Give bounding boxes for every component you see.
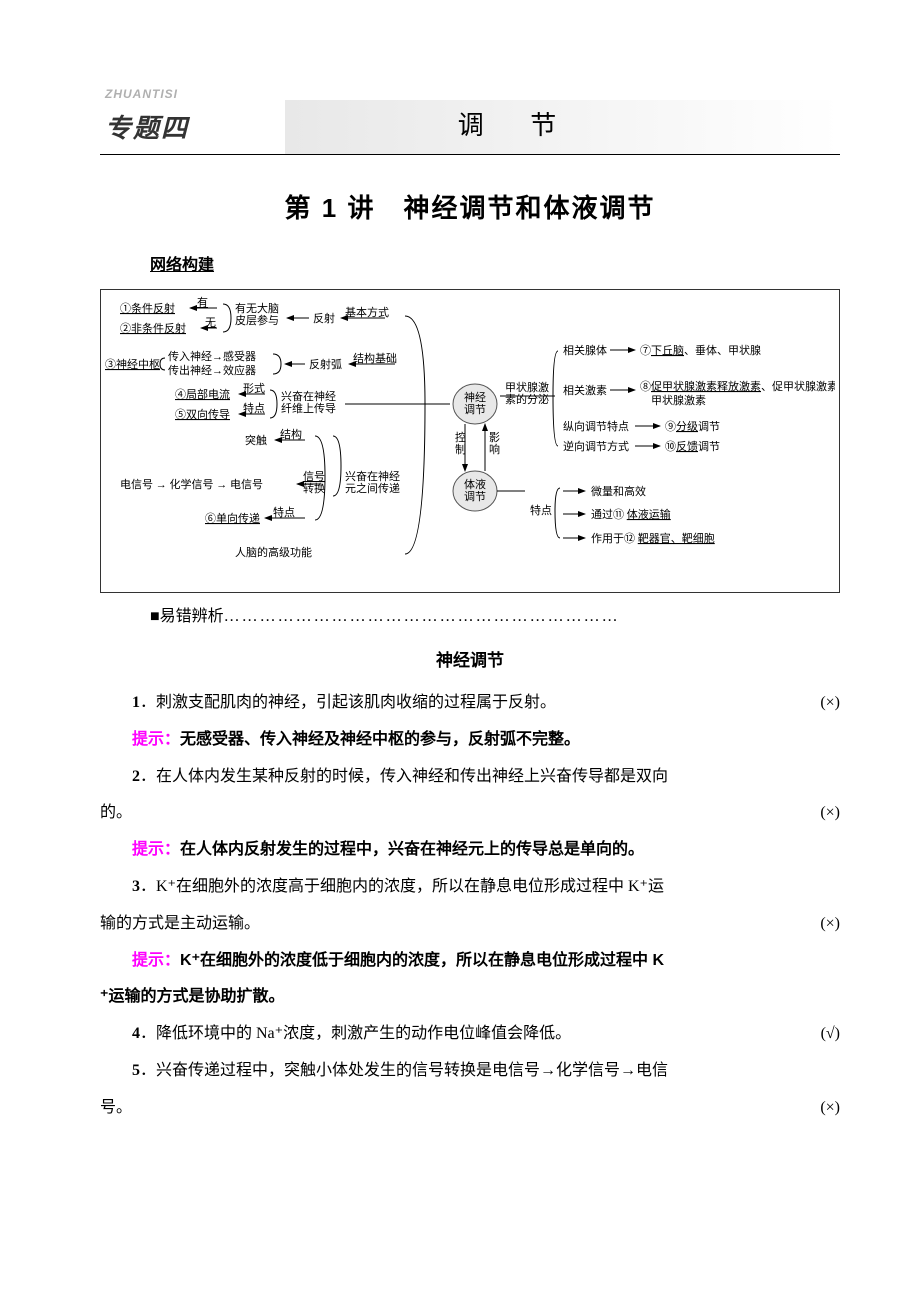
svg-text:特点: 特点 bbox=[243, 401, 265, 415]
svg-text:⑤双向传导: ⑤双向传导 bbox=[175, 407, 230, 421]
svg-text:人脑的高级功能: 人脑的高级功能 bbox=[235, 545, 312, 559]
svg-text:⑩反馈调节: ⑩反馈调节 bbox=[665, 440, 720, 453]
svg-text:影响: 影响 bbox=[489, 431, 500, 456]
error-label: ■易错辨析 bbox=[150, 608, 224, 625]
error-analysis-header: ■易错辨析………………………………………………………… bbox=[150, 603, 840, 632]
svg-text:⑥单向传递: ⑥单向传递 bbox=[205, 511, 260, 525]
svg-text:电信号 → 化学信号 → 电信号: 电信号 → 化学信号 → 电信号 bbox=[120, 477, 263, 491]
question-line: 1．刺激支配肌肉的神经，引起该肌肉收缩的过程属于反射。(×) bbox=[100, 689, 840, 718]
svg-text:相关激素: 相关激素 bbox=[563, 383, 607, 397]
question-cont: 的。(×) bbox=[100, 799, 840, 828]
svg-text:③神经中枢: ③神经中枢 bbox=[105, 357, 160, 371]
question-line: 5．兴奋传递过程中，突触小体处发生的信号转换是电信号→化学信号→电信 bbox=[100, 1057, 840, 1086]
pinyin: ZHUANTISI bbox=[105, 84, 189, 106]
svg-text:神经调节: 神经调节 bbox=[464, 390, 486, 416]
svg-text:特点: 特点 bbox=[273, 505, 295, 519]
svg-text:传出神经→效应器: 传出神经→效应器 bbox=[168, 363, 256, 377]
main-title: 第 1 讲 神经调节和体液调节 bbox=[100, 185, 840, 232]
svg-text:控制: 控制 bbox=[455, 430, 466, 456]
svg-text:有无大脑皮层参与: 有无大脑皮层参与 bbox=[235, 301, 279, 327]
svg-text:形式: 形式 bbox=[243, 382, 265, 395]
svg-text:相关腺体: 相关腺体 bbox=[563, 343, 607, 357]
svg-text:结构基础: 结构基础 bbox=[353, 351, 397, 365]
dots: ………………………………………………………… bbox=[224, 608, 620, 625]
topic-badge: ZHUANTISI 专题四 bbox=[100, 84, 194, 154]
svg-text:信号转换: 信号转换 bbox=[303, 470, 325, 495]
svg-text:②非条件反射: ②非条件反射 bbox=[120, 321, 186, 335]
svg-text:⑦下丘脑、垂体、甲状腺: ⑦下丘脑、垂体、甲状腺 bbox=[640, 343, 761, 357]
svg-text:无: 无 bbox=[205, 317, 216, 329]
svg-text:结构: 结构 bbox=[280, 427, 302, 441]
svg-text:反射弧: 反射弧 bbox=[309, 357, 342, 371]
svg-text:④局部电流: ④局部电流 bbox=[175, 387, 230, 401]
svg-text:有: 有 bbox=[197, 296, 208, 309]
svg-text:兴奋在神经纤维上传导: 兴奋在神经纤维上传导 bbox=[281, 389, 336, 415]
svg-text:作用于⑫ 靶器官、靶细胞: 作用于⑫ 靶器官、靶细胞 bbox=[591, 531, 715, 545]
diagram-svg: .t{font-size:11px;font-family:SimSun,ser… bbox=[105, 296, 835, 586]
question-line: 3．K⁺在细胞外的浓度高于细胞内的浓度，所以在静息电位形成过程中 K⁺运 bbox=[100, 873, 840, 902]
svg-text:①条件反射: ①条件反射 bbox=[120, 301, 175, 315]
hint-line: 提示：无感受器、传入神经及神经中枢的参与，反射弧不完整。 bbox=[100, 726, 840, 755]
hint-cont: ⁺运输的方式是协助扩散。 bbox=[100, 983, 840, 1012]
hint-line: 提示：K⁺在细胞外的浓度低于细胞内的浓度，所以在静息电位形成过程中 K bbox=[100, 947, 840, 976]
svg-text:⑧促甲状腺激素释放激素、促甲状腺激素、 甲状腺激素: ⑧促甲状腺激素释放激素、促甲状腺激素、 甲状腺激素 bbox=[640, 379, 835, 407]
question-cont: 号。(×) bbox=[100, 1094, 840, 1123]
concept-diagram: .t{font-size:11px;font-family:SimSun,ser… bbox=[100, 289, 840, 593]
topic-title: 调 节 bbox=[194, 103, 840, 154]
svg-text:通过⑪ 体液运输: 通过⑪ 体液运输 bbox=[591, 507, 671, 521]
svg-text:体液调节: 体液调节 bbox=[464, 477, 486, 503]
section-network-label: 网络构建 bbox=[150, 252, 840, 281]
topic-label: 专题四 bbox=[105, 105, 189, 152]
sub-title: 神经调节 bbox=[100, 646, 840, 677]
svg-text:传入神经→感受器: 传入神经→感受器 bbox=[168, 349, 256, 363]
page: ZHUANTISI 专题四 调 节 第 1 讲 神经调节和体液调节 网络构建 .… bbox=[0, 0, 920, 1191]
svg-text:兴奋在神经元之间传递: 兴奋在神经元之间传递 bbox=[345, 469, 400, 495]
svg-text:基本方式: 基本方式 bbox=[345, 305, 389, 319]
svg-text:突触: 突触 bbox=[245, 433, 267, 447]
svg-text:反射: 反射 bbox=[313, 311, 335, 325]
question-cont: 输的方式是主动运输。(×) bbox=[100, 910, 840, 939]
svg-text:特点: 特点 bbox=[530, 503, 552, 517]
topic-header: ZHUANTISI 专题四 调 节 bbox=[100, 100, 840, 155]
svg-text:微量和高效: 微量和高效 bbox=[591, 484, 646, 498]
qa-block: 1．刺激支配肌肉的神经，引起该肌肉收缩的过程属于反射。(×) 提示：无感受器、传入… bbox=[100, 689, 840, 1123]
svg-text:逆向调节方式: 逆向调节方式 bbox=[563, 439, 629, 453]
question-line: 4．降低环境中的 Na⁺浓度，刺激产生的动作电位峰值会降低。(√) bbox=[100, 1020, 840, 1049]
hint-line: 提示：在人体内反射发生的过程中，兴奋在神经元上的传导总是单向的。 bbox=[100, 836, 840, 865]
question-line: 2．在人体内发生某种反射的时候，传入神经和传出神经上兴奋传导都是双向 bbox=[100, 763, 840, 792]
svg-text:⑨分级调节: ⑨分级调节 bbox=[665, 420, 720, 433]
svg-text:甲状腺激素的分泌: 甲状腺激素的分泌 bbox=[505, 380, 549, 406]
svg-text:纵向调节特点: 纵向调节特点 bbox=[563, 419, 629, 433]
